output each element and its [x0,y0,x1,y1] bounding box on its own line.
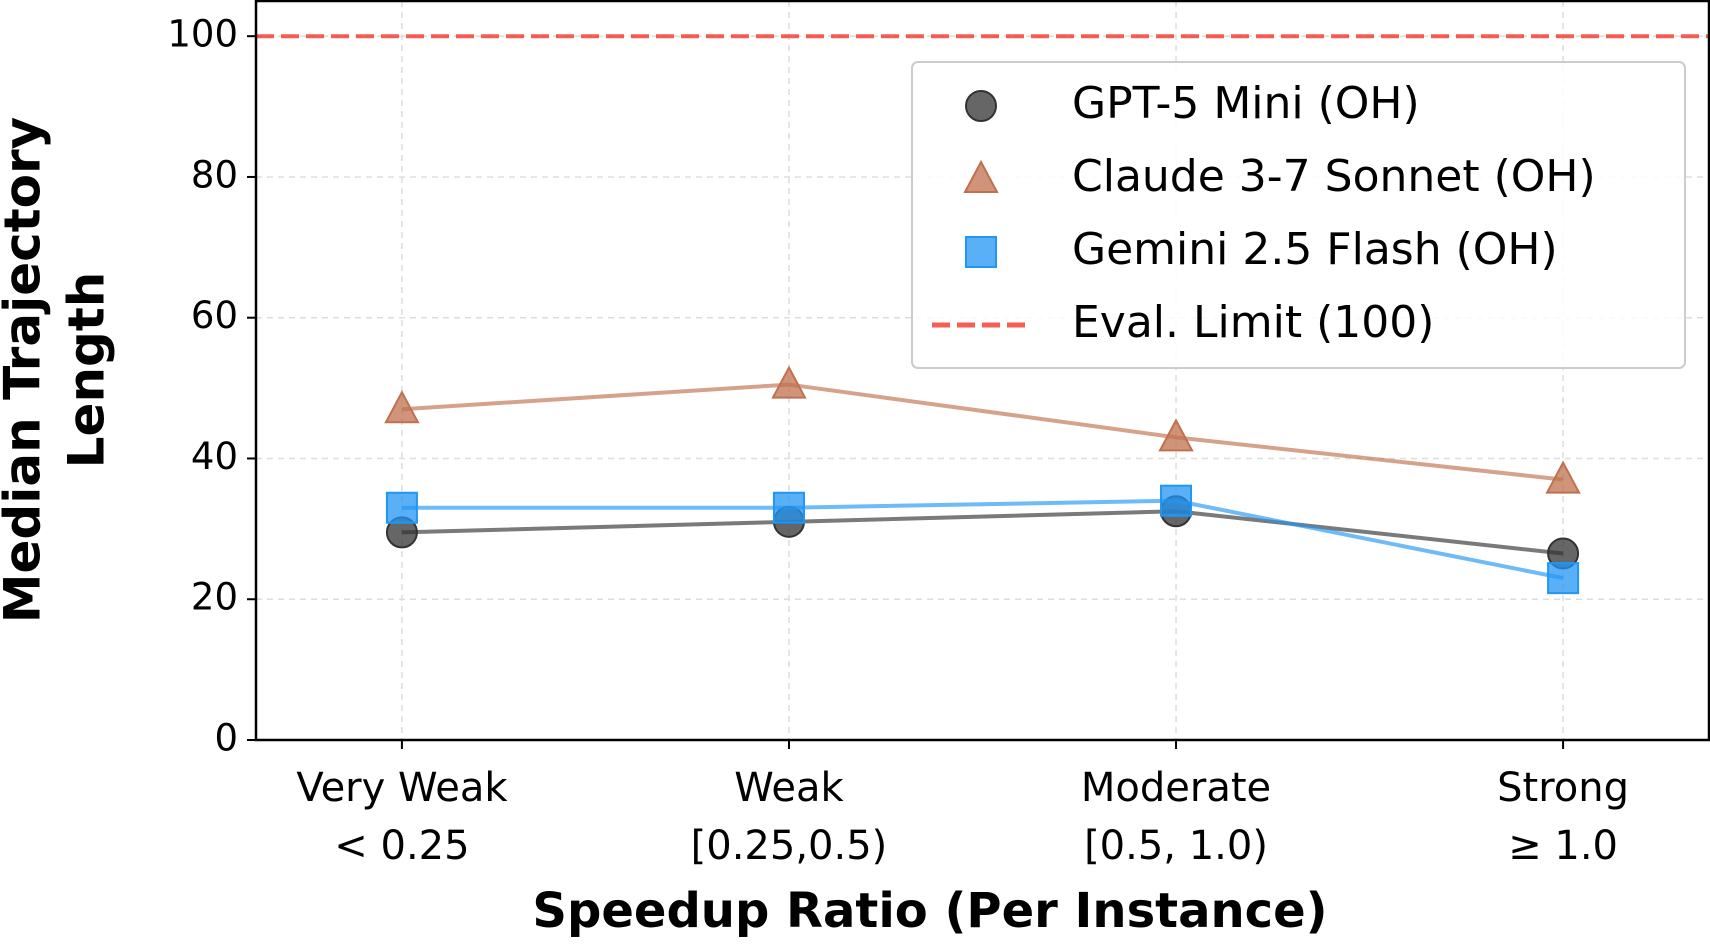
legend-box [911,61,1686,369]
point [384,390,420,424]
legend-label: Gemini 2.5 Flash (OH) [1072,224,1558,275]
y-tick-label: 100 [167,13,238,56]
x-tick-label: < 0.25 [334,823,469,869]
y-tick-label: 0 [214,717,238,760]
legend-label: Claude 3-7 Sonnet (OH) [1072,151,1596,202]
x-tick-label: ≥ 1.0 [1508,823,1618,869]
y-tick-label: 60 [191,294,238,337]
series-line [401,498,1564,581]
legend-label: GPT-5 Mini (OH) [1072,78,1420,129]
point [771,365,807,399]
point [1158,418,1194,452]
y-tick-label: 40 [191,435,238,478]
y-axis-label-line: Length [58,272,116,469]
point [1160,484,1193,517]
y-tick-label: 20 [191,576,238,619]
plot-frame [254,0,1710,742]
x-tick-label: [0.5, 1.0) [1084,823,1268,869]
x-tick-label: Weak [734,765,844,811]
point [965,90,997,122]
x-tick-label: Moderate [1081,765,1271,811]
y-tick-label: 80 [191,153,238,196]
y-axis-label: Median Trajectory Length [0,117,116,624]
series-line [401,509,1564,556]
point [1545,460,1581,494]
y-axis-label-line: Median Trajectory [0,117,52,624]
series-line [401,382,1564,482]
point [963,159,999,193]
legend: GPT-5 Mini (OH) Claude 3-7 Sonnet (OH) Gem… [911,61,1686,369]
legend-label: Eval. Limit (100) [1072,297,1434,348]
point [965,236,997,268]
point [1547,562,1580,595]
x-tick-label: Strong [1497,765,1629,811]
point [772,491,805,524]
point [385,491,418,524]
x-axis-label: Speedup Ratio (Per Instance) [532,883,1327,939]
x-tick-label: [0.25,0.5) [691,823,888,869]
x-tick-label: Very Weak [296,765,508,811]
